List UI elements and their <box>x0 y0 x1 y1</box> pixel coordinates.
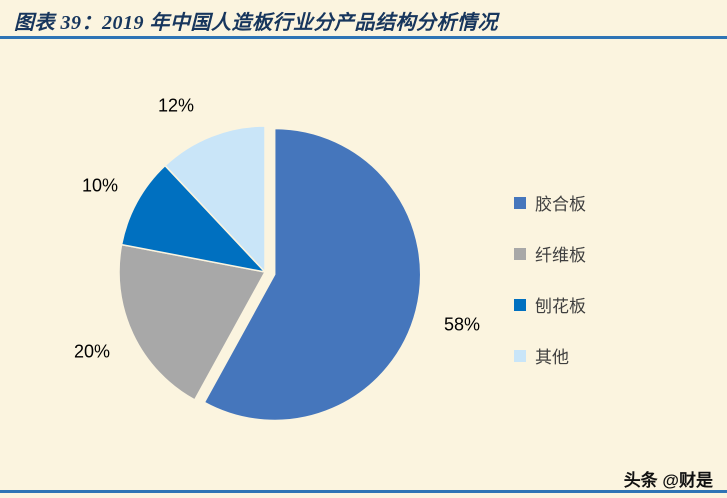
chart-legend: 胶合板 纤维板 刨花板 其他 <box>514 190 586 368</box>
legend-swatch-other-icon <box>514 349 526 362</box>
legend-swatch-particleboard-icon <box>514 298 526 311</box>
pie-slice-0 <box>203 127 422 422</box>
pie-data-label-plywood: 58% <box>443 314 481 335</box>
pie-data-label-particleboard: 10% <box>81 175 119 196</box>
figure-title: 图表 39：2019 年中国人造板行业分产品结构分析情况 <box>14 12 498 34</box>
watermark-text: 头条 @财是 <box>623 471 713 490</box>
legend-item-particleboard: 刨花板 <box>514 292 586 317</box>
legend-label: 纤维板 <box>535 246 586 265</box>
pie-slice-3 <box>163 125 266 274</box>
legend-item-plywood: 胶合板 <box>514 190 586 215</box>
legend-swatch-plywood-icon <box>514 196 526 209</box>
title-divider-line <box>0 36 727 39</box>
bottom-divider-line <box>0 490 727 493</box>
pie-data-label-fiberboard: 20% <box>73 341 111 362</box>
legend-item-fiberboard: 纤维板 <box>514 241 586 266</box>
legend-label: 刨花板 <box>535 297 586 316</box>
pie-slice-2 <box>120 164 268 274</box>
pie-data-label-other: 12% <box>157 95 195 116</box>
legend-label: 胶合板 <box>535 195 586 214</box>
legend-label: 其他 <box>535 348 569 367</box>
legend-swatch-fiberboard-icon <box>514 247 526 260</box>
pie-slice-1 <box>118 243 267 401</box>
legend-item-other: 其他 <box>514 343 586 368</box>
